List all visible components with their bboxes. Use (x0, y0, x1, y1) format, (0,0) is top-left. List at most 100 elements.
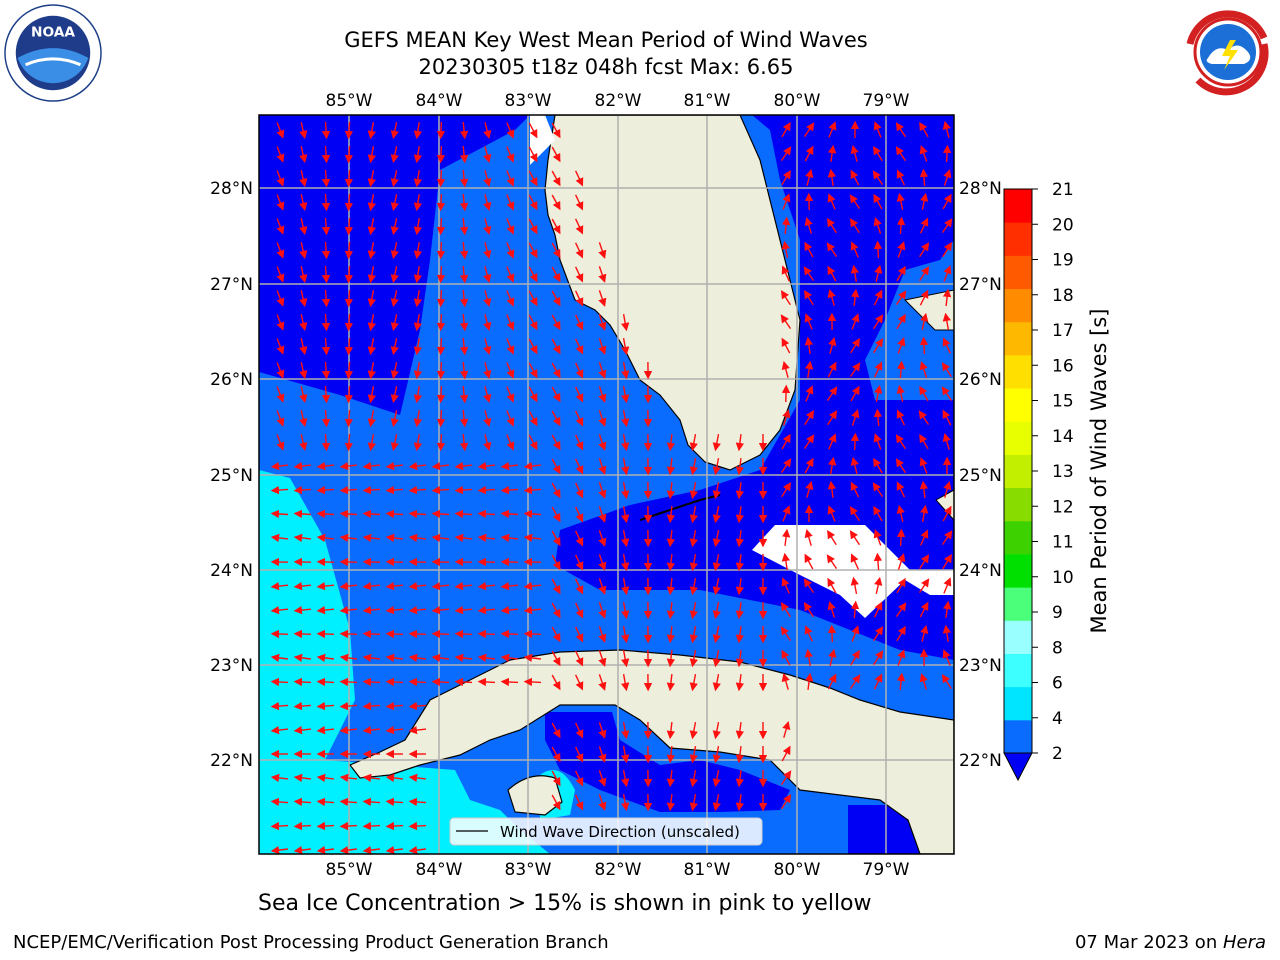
missing-data-patch-north (530, 115, 555, 165)
colorbar-under-triangle (1003, 752, 1033, 782)
wave-direction-arrow (385, 797, 404, 807)
legend-label: Wind Wave Direction (unscaled) (500, 823, 740, 841)
wave-direction-arrow (873, 650, 884, 666)
wave-direction-arrow (803, 266, 815, 281)
wave-direction-arrow (803, 434, 815, 449)
wave-direction-arrow (500, 677, 519, 687)
wave-direction-arrow (781, 121, 791, 138)
wave-direction-arrow (321, 121, 331, 140)
wave-direction-arrow (551, 362, 561, 379)
wave-direction-arrow (459, 265, 469, 284)
wave-direction-arrow (598, 650, 607, 667)
longitude-labels-top: 85°W 84°W 83°W 82°W 81°W 80°W 79°W (326, 91, 910, 111)
lat-tick-right: 24°N (959, 561, 1002, 581)
wave-direction-arrow (408, 629, 427, 639)
wave-direction-arrow (477, 485, 496, 495)
wave-direction-arrow (827, 410, 838, 426)
wave-direction-arrow (897, 241, 906, 258)
wave-direction-arrow (872, 482, 884, 497)
wave-direction-arrow (276, 338, 285, 355)
wave-direction-arrow (574, 218, 584, 235)
wave-direction-arrow (735, 746, 745, 764)
wave-direction-arrow (712, 553, 721, 572)
wave-direction-arrow (344, 145, 354, 164)
lat-tick-left: 28°N (210, 179, 253, 199)
wave-direction-arrow (431, 677, 450, 687)
lat-tick-right: 27°N (959, 275, 1002, 295)
colorbar-segment (1004, 321, 1032, 356)
colorbar-label: Mean Period of Wind Waves [s] (1087, 309, 1111, 634)
wave-direction-arrow (896, 192, 905, 210)
wave-direction-arrow (874, 384, 883, 402)
wave-direction-arrow (408, 677, 427, 687)
colorbar-tick-label: 21 (1052, 180, 1074, 200)
wave-direction-arrow (574, 458, 584, 475)
wave-direction-arrow (483, 410, 492, 428)
wave-direction-arrow (918, 578, 930, 593)
wave-direction-arrow (551, 578, 561, 595)
wave-direction-arrow (413, 217, 423, 236)
wave-direction-arrow (436, 169, 446, 188)
wave-direction-arrow (897, 649, 906, 666)
wave-direction-arrow (804, 290, 814, 306)
wave-direction-arrow (436, 337, 446, 356)
wave-direction-arrow (598, 386, 607, 403)
wave-direction-arrow (293, 509, 312, 519)
wind-wave-direction-arrows (270, 120, 953, 854)
lon-tick-bottom: 82°W (595, 860, 642, 880)
wave-direction-arrow (459, 433, 469, 452)
wave-direction-arrow (689, 769, 698, 788)
wave-direction-arrow (293, 485, 312, 495)
wave-direction-arrow (339, 485, 358, 495)
wave-direction-arrow (666, 746, 676, 764)
wave-direction-arrow (276, 386, 285, 403)
wave-direction-arrow (803, 602, 814, 618)
wave-direction-arrow (826, 386, 838, 401)
wave-direction-arrow (431, 605, 450, 615)
wave-direction-arrow (523, 605, 542, 615)
wave-direction-arrow (367, 169, 376, 188)
wave-direction-arrow (598, 266, 607, 283)
wave-direction-arrow (781, 577, 790, 594)
wave-direction-arrow (919, 168, 929, 187)
wave-direction-arrow (827, 361, 837, 378)
wave-direction-arrow (483, 242, 492, 260)
wave-direction-arrow (436, 289, 446, 308)
wave-direction-arrow (276, 290, 285, 307)
wave-direction-arrow (316, 797, 335, 807)
wave-direction-arrow (804, 553, 814, 570)
wave-direction-arrow (666, 554, 676, 572)
wave-direction-arrow (344, 361, 354, 380)
wave-direction-arrow (362, 533, 380, 543)
wave-direction-arrow (528, 410, 538, 427)
wave-direction-arrow (598, 434, 607, 451)
wave-direction-arrow (873, 552, 883, 571)
wave-direction-arrow (454, 461, 472, 471)
wave-direction-arrow (316, 509, 335, 519)
lon-tick-bottom: 84°W (416, 860, 463, 880)
wave-direction-arrow (920, 312, 929, 330)
wave-direction-arrow (506, 362, 515, 379)
wave-direction-arrow (781, 240, 790, 259)
wave-direction-arrow (712, 625, 721, 644)
wave-direction-arrow (918, 410, 930, 425)
wave-direction-arrow (506, 146, 515, 163)
lat-tick-right: 23°N (959, 656, 1002, 676)
wave-direction-arrow (299, 338, 308, 356)
wave-direction-arrow (735, 554, 745, 572)
wave-direction-arrow (941, 362, 952, 378)
wave-direction-arrow (849, 674, 861, 689)
wave-direction-arrow (666, 626, 676, 644)
wave-direction-arrow (454, 581, 473, 591)
wave-direction-arrow (598, 626, 607, 643)
wave-direction-arrow (270, 605, 289, 615)
wave-direction-arrow (523, 533, 541, 543)
wave-direction-arrow (321, 145, 331, 164)
wave-direction-arrow (849, 506, 860, 522)
wave-direction-arrow (362, 701, 381, 711)
wave-direction-arrow (712, 457, 721, 476)
wave-direction-arrow (551, 746, 561, 763)
wave-direction-arrow (621, 553, 630, 572)
wave-direction-arrow (551, 434, 561, 451)
wave-direction-arrow (344, 409, 354, 428)
